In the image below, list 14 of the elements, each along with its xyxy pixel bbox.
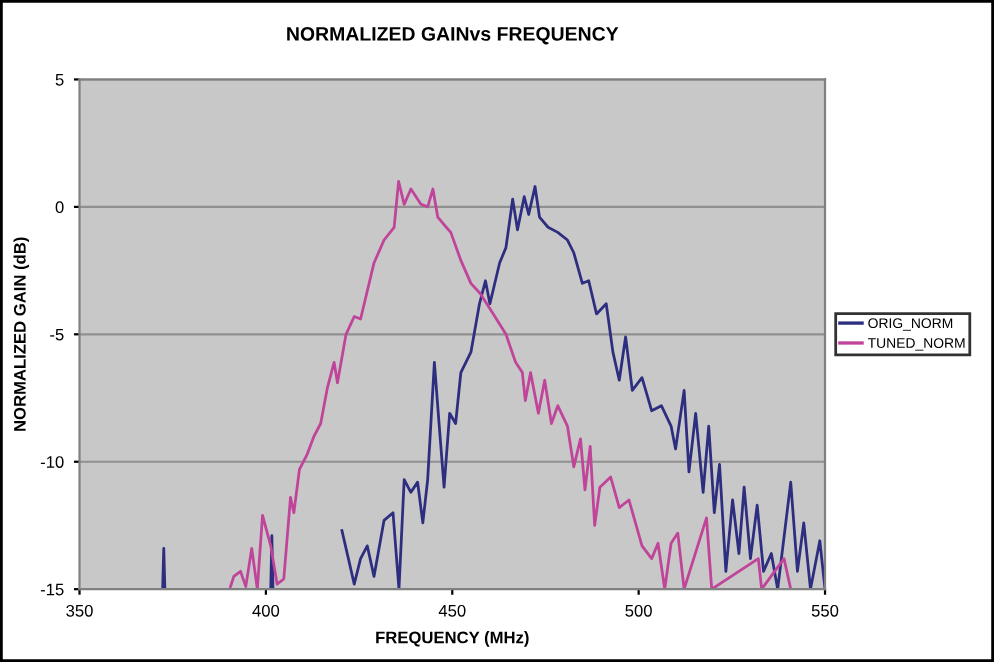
x-tick-label: 450: [438, 604, 466, 617]
chart-title: NORMALIZED GAINvs FREQUENCY: [287, 26, 619, 45]
y-tick-label: -10: [40, 456, 64, 468]
y-tick-label: 5: [55, 74, 64, 86]
y-axis-title: NORMALIZED GAIN (dB): [13, 237, 30, 431]
x-tick-label: 550: [811, 604, 839, 617]
x-tick-label: 350: [66, 604, 93, 617]
x-axis-title: FREQUENCY (MHz): [376, 631, 529, 647]
x-tick-label: 400: [252, 604, 280, 617]
y-tick-label: -5: [50, 328, 64, 341]
x-tick-label: 500: [625, 604, 652, 617]
line-series: [229, 180, 793, 590]
y-tick-label: -15: [40, 583, 64, 596]
y-tick-label: 0: [55, 201, 64, 214]
